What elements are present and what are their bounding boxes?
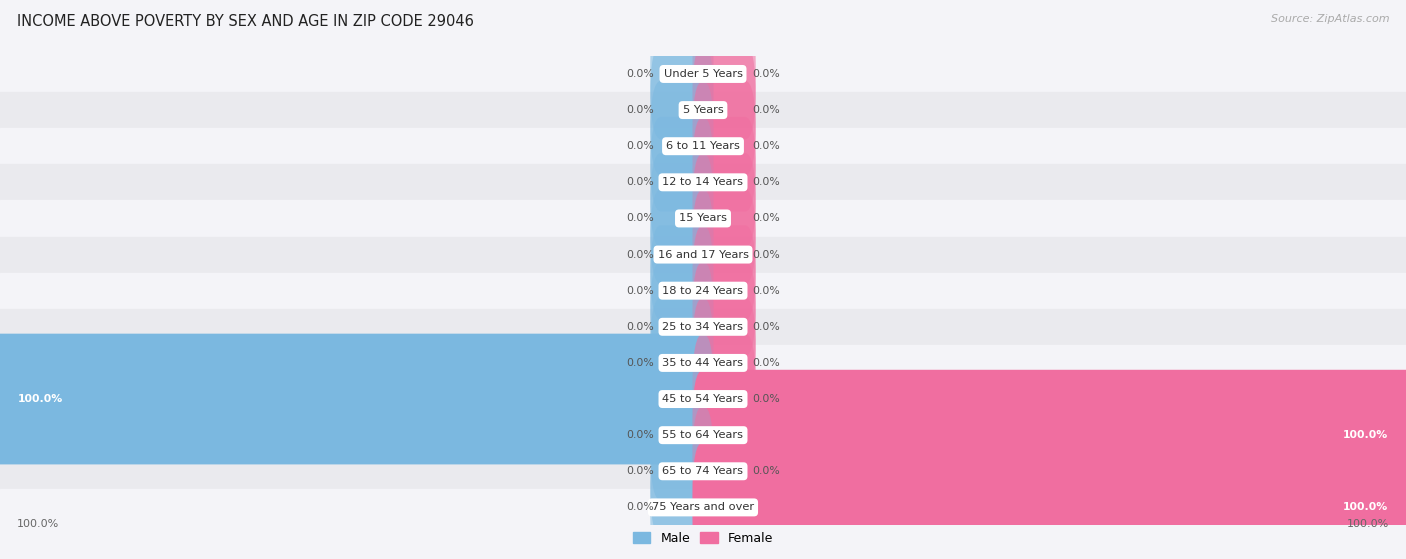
Bar [0,489,1406,525]
FancyBboxPatch shape [650,153,713,284]
FancyBboxPatch shape [650,45,713,176]
Text: 35 to 44 Years: 35 to 44 Years [662,358,744,368]
Text: 0.0%: 0.0% [752,105,780,115]
Bar [0,417,1406,453]
FancyBboxPatch shape [693,189,756,320]
Text: 16 and 17 Years: 16 and 17 Years [658,249,748,259]
Text: 0.0%: 0.0% [626,105,654,115]
FancyBboxPatch shape [693,45,756,176]
Text: 65 to 74 Years: 65 to 74 Years [662,466,744,476]
FancyBboxPatch shape [693,81,756,211]
Text: 55 to 64 Years: 55 to 64 Years [662,430,744,440]
Bar [0,92,1406,128]
Text: 100.0%: 100.0% [1343,430,1389,440]
FancyBboxPatch shape [650,8,713,139]
FancyBboxPatch shape [693,370,1406,500]
Text: 5 Years: 5 Years [683,105,723,115]
FancyBboxPatch shape [693,442,1406,559]
Text: 100.0%: 100.0% [17,519,59,529]
Text: 12 to 14 Years: 12 to 14 Years [662,177,744,187]
Text: 0.0%: 0.0% [626,69,654,79]
FancyBboxPatch shape [693,8,756,139]
Bar [0,56,1406,92]
Text: 0.0%: 0.0% [752,322,780,332]
FancyBboxPatch shape [0,334,713,465]
Text: 0.0%: 0.0% [752,394,780,404]
Text: 0.0%: 0.0% [626,430,654,440]
FancyBboxPatch shape [693,262,756,392]
Text: 100.0%: 100.0% [17,394,63,404]
Text: 0.0%: 0.0% [752,358,780,368]
Text: 0.0%: 0.0% [752,69,780,79]
Text: 0.0%: 0.0% [626,214,654,224]
Text: Under 5 Years: Under 5 Years [664,69,742,79]
Text: 100.0%: 100.0% [1347,519,1389,529]
Bar [0,128,1406,164]
Text: 0.0%: 0.0% [626,322,654,332]
Text: 0.0%: 0.0% [626,249,654,259]
FancyBboxPatch shape [650,297,713,428]
Text: 0.0%: 0.0% [626,286,654,296]
Text: 0.0%: 0.0% [752,466,780,476]
FancyBboxPatch shape [650,189,713,320]
Text: Source: ZipAtlas.com: Source: ZipAtlas.com [1271,14,1389,24]
FancyBboxPatch shape [650,406,713,537]
FancyBboxPatch shape [650,117,713,248]
FancyBboxPatch shape [693,117,756,248]
Text: 0.0%: 0.0% [626,177,654,187]
Text: 0.0%: 0.0% [752,286,780,296]
FancyBboxPatch shape [650,81,713,211]
Text: 0.0%: 0.0% [626,141,654,151]
Bar [0,381,1406,417]
FancyBboxPatch shape [650,370,713,500]
Bar [0,236,1406,273]
Text: INCOME ABOVE POVERTY BY SEX AND AGE IN ZIP CODE 29046: INCOME ABOVE POVERTY BY SEX AND AGE IN Z… [17,14,474,29]
Text: 0.0%: 0.0% [626,466,654,476]
FancyBboxPatch shape [693,297,756,428]
Text: 0.0%: 0.0% [752,249,780,259]
FancyBboxPatch shape [693,225,756,356]
FancyBboxPatch shape [650,262,713,392]
Text: 45 to 54 Years: 45 to 54 Years [662,394,744,404]
FancyBboxPatch shape [693,153,756,284]
FancyBboxPatch shape [693,406,756,537]
Text: 0.0%: 0.0% [626,503,654,513]
FancyBboxPatch shape [650,225,713,356]
Bar [0,273,1406,309]
Text: 75 Years and over: 75 Years and over [652,503,754,513]
FancyBboxPatch shape [693,334,756,465]
Text: 6 to 11 Years: 6 to 11 Years [666,141,740,151]
Bar [0,309,1406,345]
Text: 0.0%: 0.0% [752,214,780,224]
Text: 0.0%: 0.0% [626,358,654,368]
Bar [0,453,1406,489]
Text: 15 Years: 15 Years [679,214,727,224]
Legend: Male, Female: Male, Female [628,527,778,550]
Bar [0,164,1406,200]
FancyBboxPatch shape [650,442,713,559]
Bar [0,345,1406,381]
Text: 25 to 34 Years: 25 to 34 Years [662,322,744,332]
Text: 0.0%: 0.0% [752,141,780,151]
Bar [0,200,1406,236]
Text: 18 to 24 Years: 18 to 24 Years [662,286,744,296]
Text: 100.0%: 100.0% [1343,503,1389,513]
Text: 0.0%: 0.0% [752,177,780,187]
